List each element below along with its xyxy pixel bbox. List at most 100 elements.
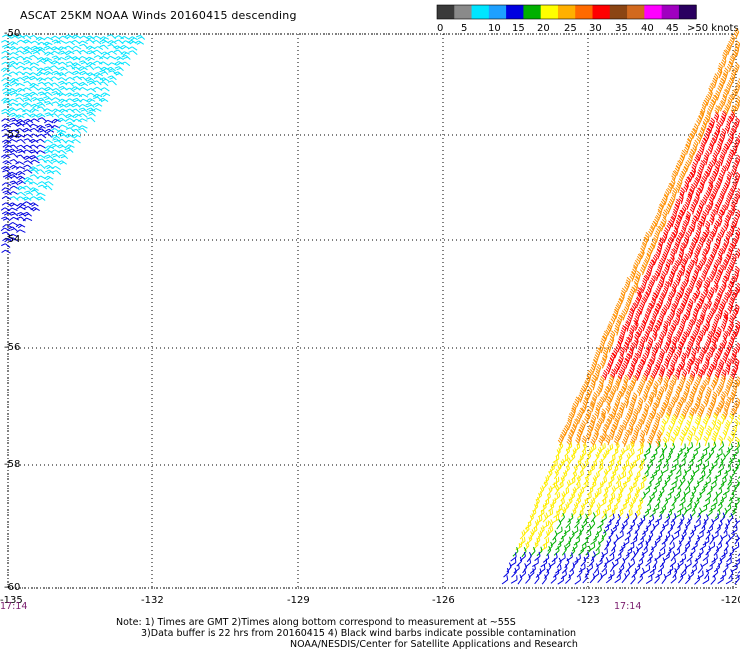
wind-barb [687, 155, 693, 166]
wind-barb [43, 59, 53, 65]
wind-barb [675, 331, 681, 342]
wind-barb [711, 77, 717, 89]
colorbar-tick-label: 30 [589, 23, 602, 34]
wind-barb [706, 386, 712, 397]
wind-barb [713, 204, 720, 215]
wind-barb [636, 348, 643, 359]
wind-barb [50, 46, 61, 51]
wind-barb [65, 127, 75, 133]
wind-barb [542, 537, 550, 547]
wind-barb [726, 287, 733, 298]
wind-barb [705, 166, 712, 177]
wind-barb [23, 46, 33, 51]
wind-barb [57, 144, 67, 149]
wind-barb [720, 95, 727, 106]
wind-barb [712, 150, 719, 161]
wind-barb [86, 72, 96, 77]
wind-barb [688, 148, 695, 160]
wind-barb [107, 80, 117, 86]
wind-barb [551, 552, 558, 563]
wind-barb [37, 181, 48, 186]
wind-barb [699, 216, 706, 227]
wind-barb [691, 348, 697, 359]
wind-barb [668, 542, 675, 552]
wind-barb [686, 193, 693, 204]
wind-barb [734, 84, 740, 95]
wind-barb [23, 92, 33, 98]
wind-barb [639, 430, 646, 441]
wind-barb [22, 122, 32, 128]
wind-barb [2, 224, 12, 228]
colorbar-swatch [437, 5, 455, 19]
colorbar-tick-label: 20 [537, 23, 550, 34]
wind-barb [720, 530, 728, 540]
wind-barb [36, 67, 47, 73]
wind-barb [679, 496, 686, 506]
wind-barb [36, 144, 46, 149]
longitude-label: -120 [721, 595, 740, 606]
wind-barb [696, 115, 702, 127]
wind-barb [723, 105, 730, 116]
wind-barb [36, 196, 46, 201]
wind-barb [576, 567, 583, 578]
colorbar-swatch [471, 5, 490, 19]
wind-barb [723, 541, 729, 552]
wind-barb [94, 66, 104, 72]
wind-barb [44, 169, 55, 175]
wind-barb [71, 66, 81, 72]
wind-barb [725, 558, 732, 567]
wind-barb [16, 216, 26, 222]
wind-barb [51, 170, 62, 176]
wind-barb [655, 210, 662, 221]
wind-barb [30, 103, 40, 109]
wind-barb [22, 67, 33, 71]
wind-barb [642, 275, 648, 286]
wind-barb [694, 154, 700, 165]
wind-barb [707, 122, 713, 134]
wind-barb [93, 46, 104, 51]
wind-barb [22, 34, 32, 40]
wind-barb [36, 71, 46, 77]
wind-barb [726, 192, 732, 204]
wind-barb [724, 199, 730, 211]
wind-barb [616, 568, 622, 579]
wind-barb [719, 227, 726, 238]
wind-barb [64, 34, 74, 39]
wind-barb [107, 40, 117, 45]
wind-barb [710, 498, 718, 508]
wind-barb [85, 35, 96, 40]
wind-barb [93, 72, 104, 77]
wind-barb [642, 470, 649, 480]
wind-barb [721, 337, 728, 349]
wind-barb [30, 45, 41, 51]
wind-barb [65, 87, 75, 93]
wind-barb [732, 160, 739, 171]
wind-barb [127, 46, 138, 51]
wind-barb [524, 558, 532, 568]
wind-barb [726, 264, 733, 275]
wind-barb [37, 97, 47, 103]
wind-barb [718, 441, 725, 451]
wind-barb [692, 123, 699, 134]
wind-barb [29, 82, 39, 88]
wind-barb [121, 40, 131, 44]
swath-time-label: 17:14 [614, 601, 641, 612]
wind-barb [671, 211, 677, 222]
wind-barb [618, 424, 624, 436]
wind-barb [78, 127, 88, 133]
wind-barb [43, 185, 53, 191]
wind-barb [690, 167, 697, 178]
wind-barb [596, 557, 603, 567]
wind-barb [15, 114, 25, 119]
wind-barb [29, 91, 39, 97]
longitude-label: -126 [432, 595, 455, 606]
wind-barb [691, 215, 698, 226]
wind-barb [735, 342, 740, 353]
wind-barb [16, 46, 27, 51]
wind-barb [29, 169, 39, 175]
wind-barb [22, 75, 32, 81]
wind-barb [1, 187, 11, 191]
wind-barb [114, 56, 124, 61]
wind-barb [66, 64, 76, 71]
wind-barb [571, 486, 577, 497]
